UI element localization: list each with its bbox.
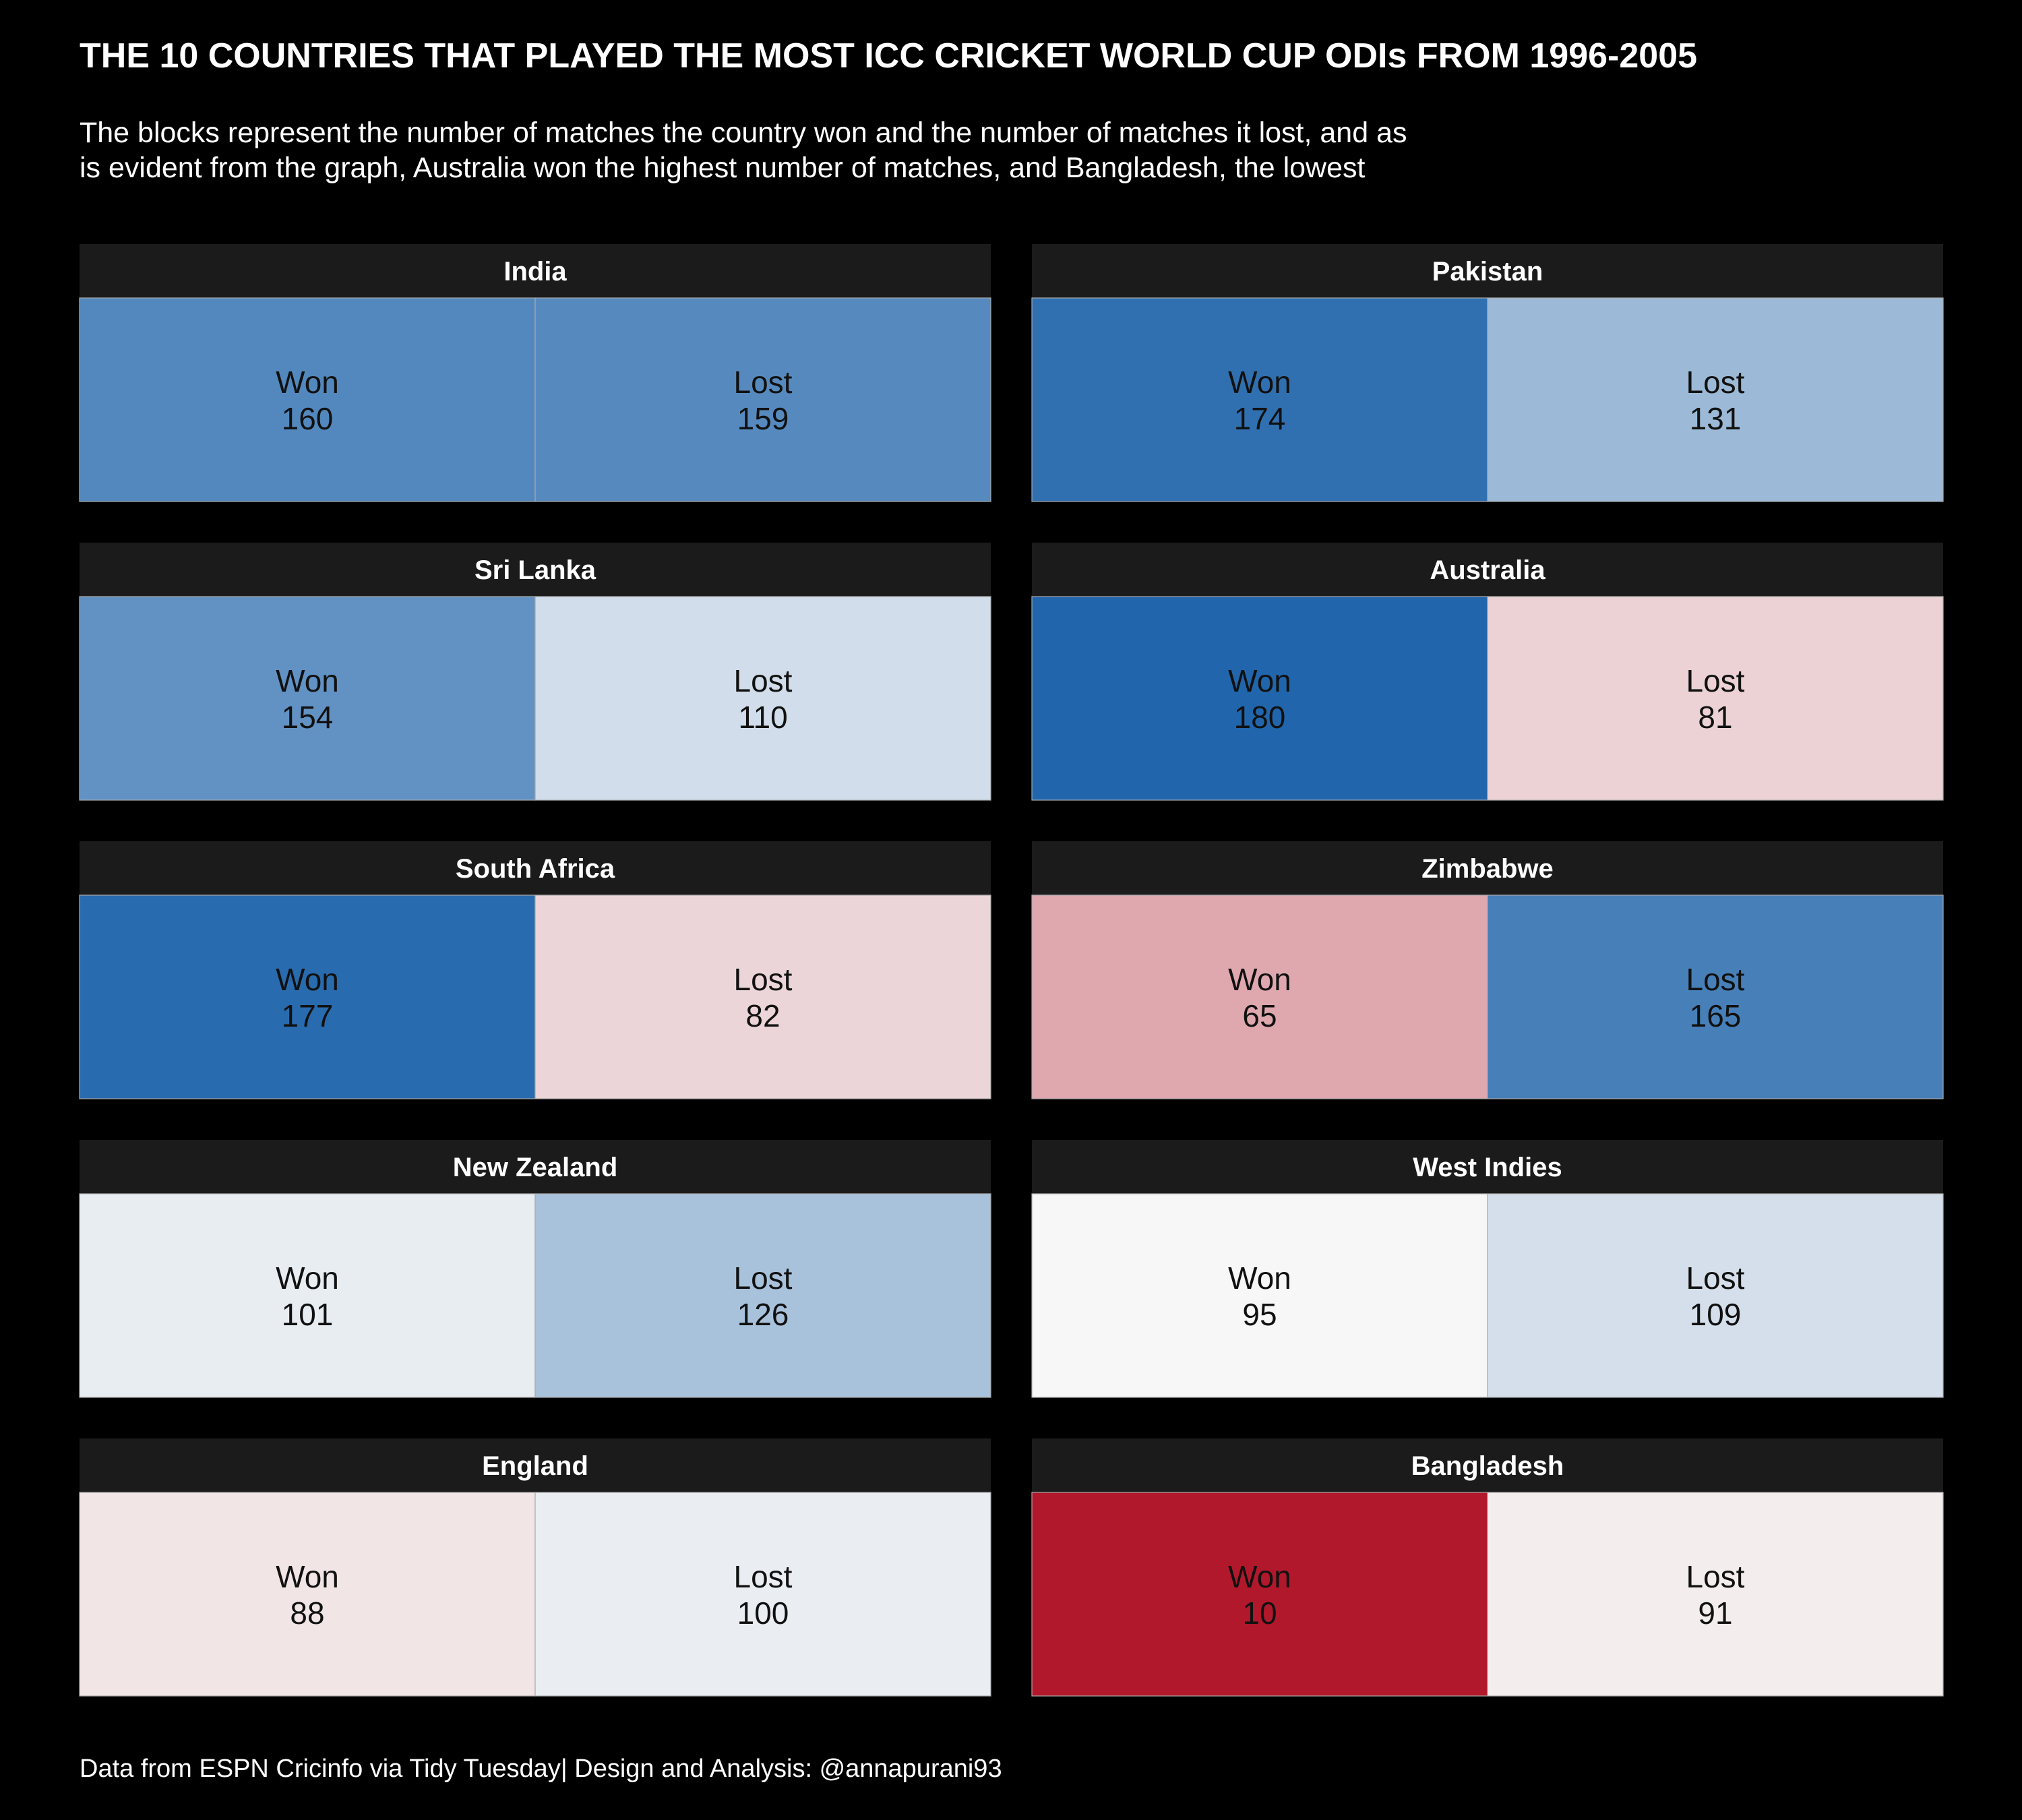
tile-south-africa-won <box>79 894 536 1099</box>
tile-value-pakistan-lost: 131 <box>1690 401 1742 436</box>
tile-value-new-zealand-lost: 126 <box>737 1297 789 1332</box>
chart-title: THE 10 COUNTRIES THAT PLAYED THE MOST IC… <box>80 36 1697 75</box>
tile-label-south-africa-won: Won <box>276 962 339 997</box>
tile-bangladesh-lost <box>1487 1492 1944 1697</box>
tile-value-west-indies-won: 95 <box>1242 1297 1277 1332</box>
tile-value-new-zealand-won: 101 <box>282 1297 334 1332</box>
tile-value-bangladesh-won: 10 <box>1242 1596 1277 1631</box>
tile-pakistan-lost <box>1487 297 1944 502</box>
tile-australia-lost <box>1487 596 1944 801</box>
tile-pakistan-won <box>1031 297 1488 502</box>
tile-label-zimbabwe-lost: Lost <box>1686 962 1745 997</box>
strip-india <box>80 244 991 298</box>
tile-label-south-africa-lost: Lost <box>734 962 793 997</box>
tile-value-england-won: 88 <box>290 1596 324 1631</box>
tile-west-indies-lost <box>1487 1193 1944 1398</box>
tile-value-south-africa-won: 177 <box>282 998 334 1033</box>
tile-label-england-lost: Lost <box>734 1559 793 1594</box>
strip-label-west-indies: West Indies <box>1413 1153 1562 1182</box>
strip-label-sri-lanka: Sri Lanka <box>474 555 596 585</box>
strip-australia <box>1032 543 1943 597</box>
tile-label-bangladesh-won: Won <box>1228 1559 1291 1594</box>
tile-value-zimbabwe-won: 65 <box>1242 998 1277 1033</box>
tile-value-bangladesh-lost: 91 <box>1698 1596 1732 1631</box>
tile-west-indies-won <box>1031 1193 1488 1398</box>
tile-label-pakistan-won: Won <box>1228 365 1291 400</box>
tile-value-zimbabwe-lost: 165 <box>1690 998 1742 1033</box>
strip-pakistan <box>1032 244 1943 298</box>
strip-label-new-zealand: New Zealand <box>453 1153 618 1182</box>
tile-label-new-zealand-won: Won <box>276 1261 339 1296</box>
tile-value-england-lost: 100 <box>737 1596 789 1631</box>
tile-value-australia-won: 180 <box>1234 700 1286 735</box>
tile-sri-lanka-won <box>79 596 536 801</box>
tile-value-sri-lanka-won: 154 <box>282 700 334 735</box>
tile-south-africa-lost <box>534 894 991 1099</box>
tile-value-india-lost: 159 <box>737 401 789 436</box>
strip-label-pakistan: Pakistan <box>1432 257 1543 286</box>
tile-label-bangladesh-lost: Lost <box>1686 1559 1745 1594</box>
strip-label-south-africa: South Africa <box>456 854 615 884</box>
tile-new-zealand-lost <box>534 1193 991 1398</box>
tile-england-lost <box>534 1492 991 1697</box>
tile-label-sri-lanka-won: Won <box>276 663 339 698</box>
tile-label-west-indies-lost: Lost <box>1686 1261 1745 1296</box>
tile-label-west-indies-won: Won <box>1228 1261 1291 1296</box>
strip-england <box>80 1438 991 1492</box>
tile-label-pakistan-lost: Lost <box>1686 365 1745 400</box>
chart-caption: Data from ESPN Cricinfo via Tidy Tuesday… <box>80 1755 1002 1783</box>
strip-label-australia: Australia <box>1430 555 1545 585</box>
tile-label-india-lost: Lost <box>734 365 793 400</box>
strip-west-indies <box>1032 1140 1943 1194</box>
strip-label-bangladesh: Bangladesh <box>1411 1451 1564 1481</box>
strip-zimbabwe <box>1032 841 1943 895</box>
tile-label-australia-lost: Lost <box>1686 663 1745 698</box>
tile-bangladesh-won <box>1031 1492 1488 1697</box>
strip-sri-lanka <box>80 543 991 597</box>
tile-zimbabwe-won <box>1031 894 1488 1099</box>
tile-label-india-won: Won <box>276 365 339 400</box>
strip-bangladesh <box>1032 1438 1943 1492</box>
strip-label-zimbabwe: Zimbabwe <box>1421 854 1554 884</box>
tile-value-pakistan-won: 174 <box>1234 401 1286 436</box>
tile-australia-won <box>1031 596 1488 801</box>
chart-subtitle-line-1: The blocks represent the number of match… <box>80 117 1407 149</box>
tile-new-zealand-won <box>79 1193 536 1398</box>
tile-label-australia-won: Won <box>1228 663 1291 698</box>
tile-label-new-zealand-lost: Lost <box>734 1261 793 1296</box>
tile-value-west-indies-lost: 109 <box>1690 1297 1742 1332</box>
facet-panels: IndiaWon160Lost159PakistanWon174Lost131S… <box>79 244 1944 1697</box>
tile-india-won <box>79 297 536 502</box>
strip-label-england: England <box>482 1451 588 1481</box>
tile-label-zimbabwe-won: Won <box>1228 962 1291 997</box>
tile-value-india-won: 160 <box>282 401 334 436</box>
tile-india-lost <box>534 297 991 502</box>
strip-new-zealand <box>80 1140 991 1194</box>
tile-england-won <box>79 1492 536 1697</box>
tile-value-australia-lost: 81 <box>1698 700 1732 735</box>
strip-south-africa <box>80 841 991 895</box>
chart-subtitle-line-2: is evident from the graph, Australia won… <box>80 152 1366 184</box>
tile-value-south-africa-lost: 82 <box>745 998 780 1033</box>
tile-label-sri-lanka-lost: Lost <box>734 663 793 698</box>
tile-sri-lanka-lost <box>534 596 991 801</box>
tile-zimbabwe-lost <box>1487 894 1944 1099</box>
tile-value-sri-lanka-lost: 110 <box>738 700 787 735</box>
tile-label-england-won: Won <box>276 1559 339 1594</box>
strip-label-india: India <box>503 257 567 286</box>
